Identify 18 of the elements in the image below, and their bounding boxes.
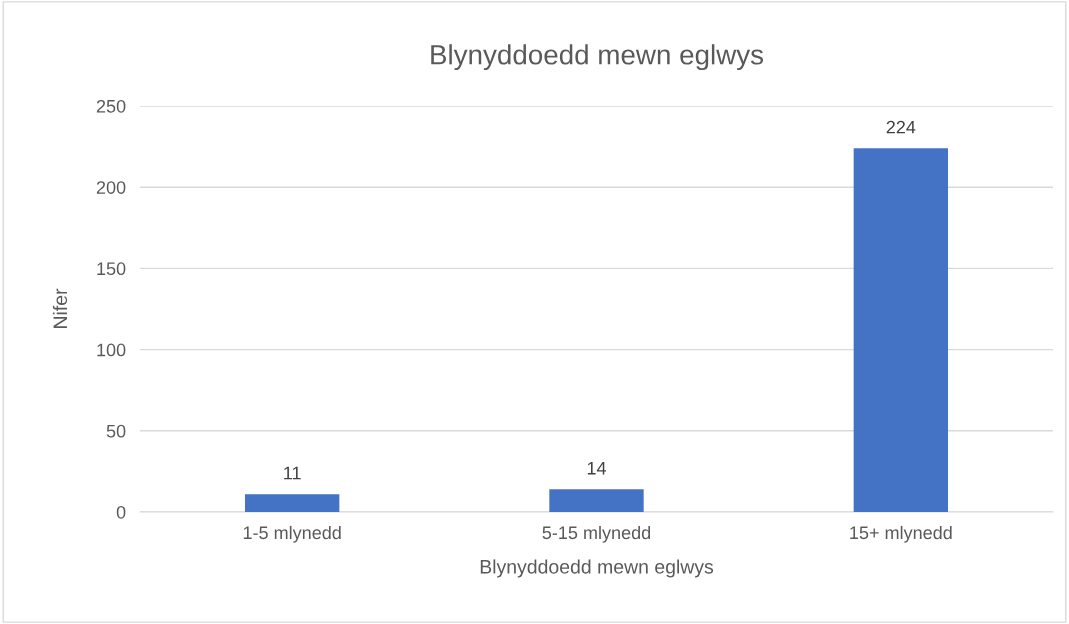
x-tick-label: 15+ mlynedd [850,525,952,543]
y-axis-title: Nifer [52,288,68,328]
y-tick-label: 0 [116,505,126,519]
x-axis-title: Blynyddoedd mewn eglwys [480,559,714,578]
y-tick-label: 200 [96,181,126,194]
y-tick-label: 150 [97,262,126,276]
data-label: 224 [886,120,916,134]
y-tick-label: 250 [96,99,126,113]
x-tick-label: 5-15 mlynedd [542,525,651,543]
bar [853,148,949,512]
bar [549,489,644,512]
y-tick-label: 50 [106,424,126,438]
x-tick-label: 1-5 mlynedd [243,525,341,543]
y-tick-label: 100 [97,343,126,357]
bar [245,494,340,512]
chart-title: Blynyddoedd mewn eglwys [431,44,764,71]
data-label: 14 [587,461,607,475]
data-label: 11 [284,466,301,480]
